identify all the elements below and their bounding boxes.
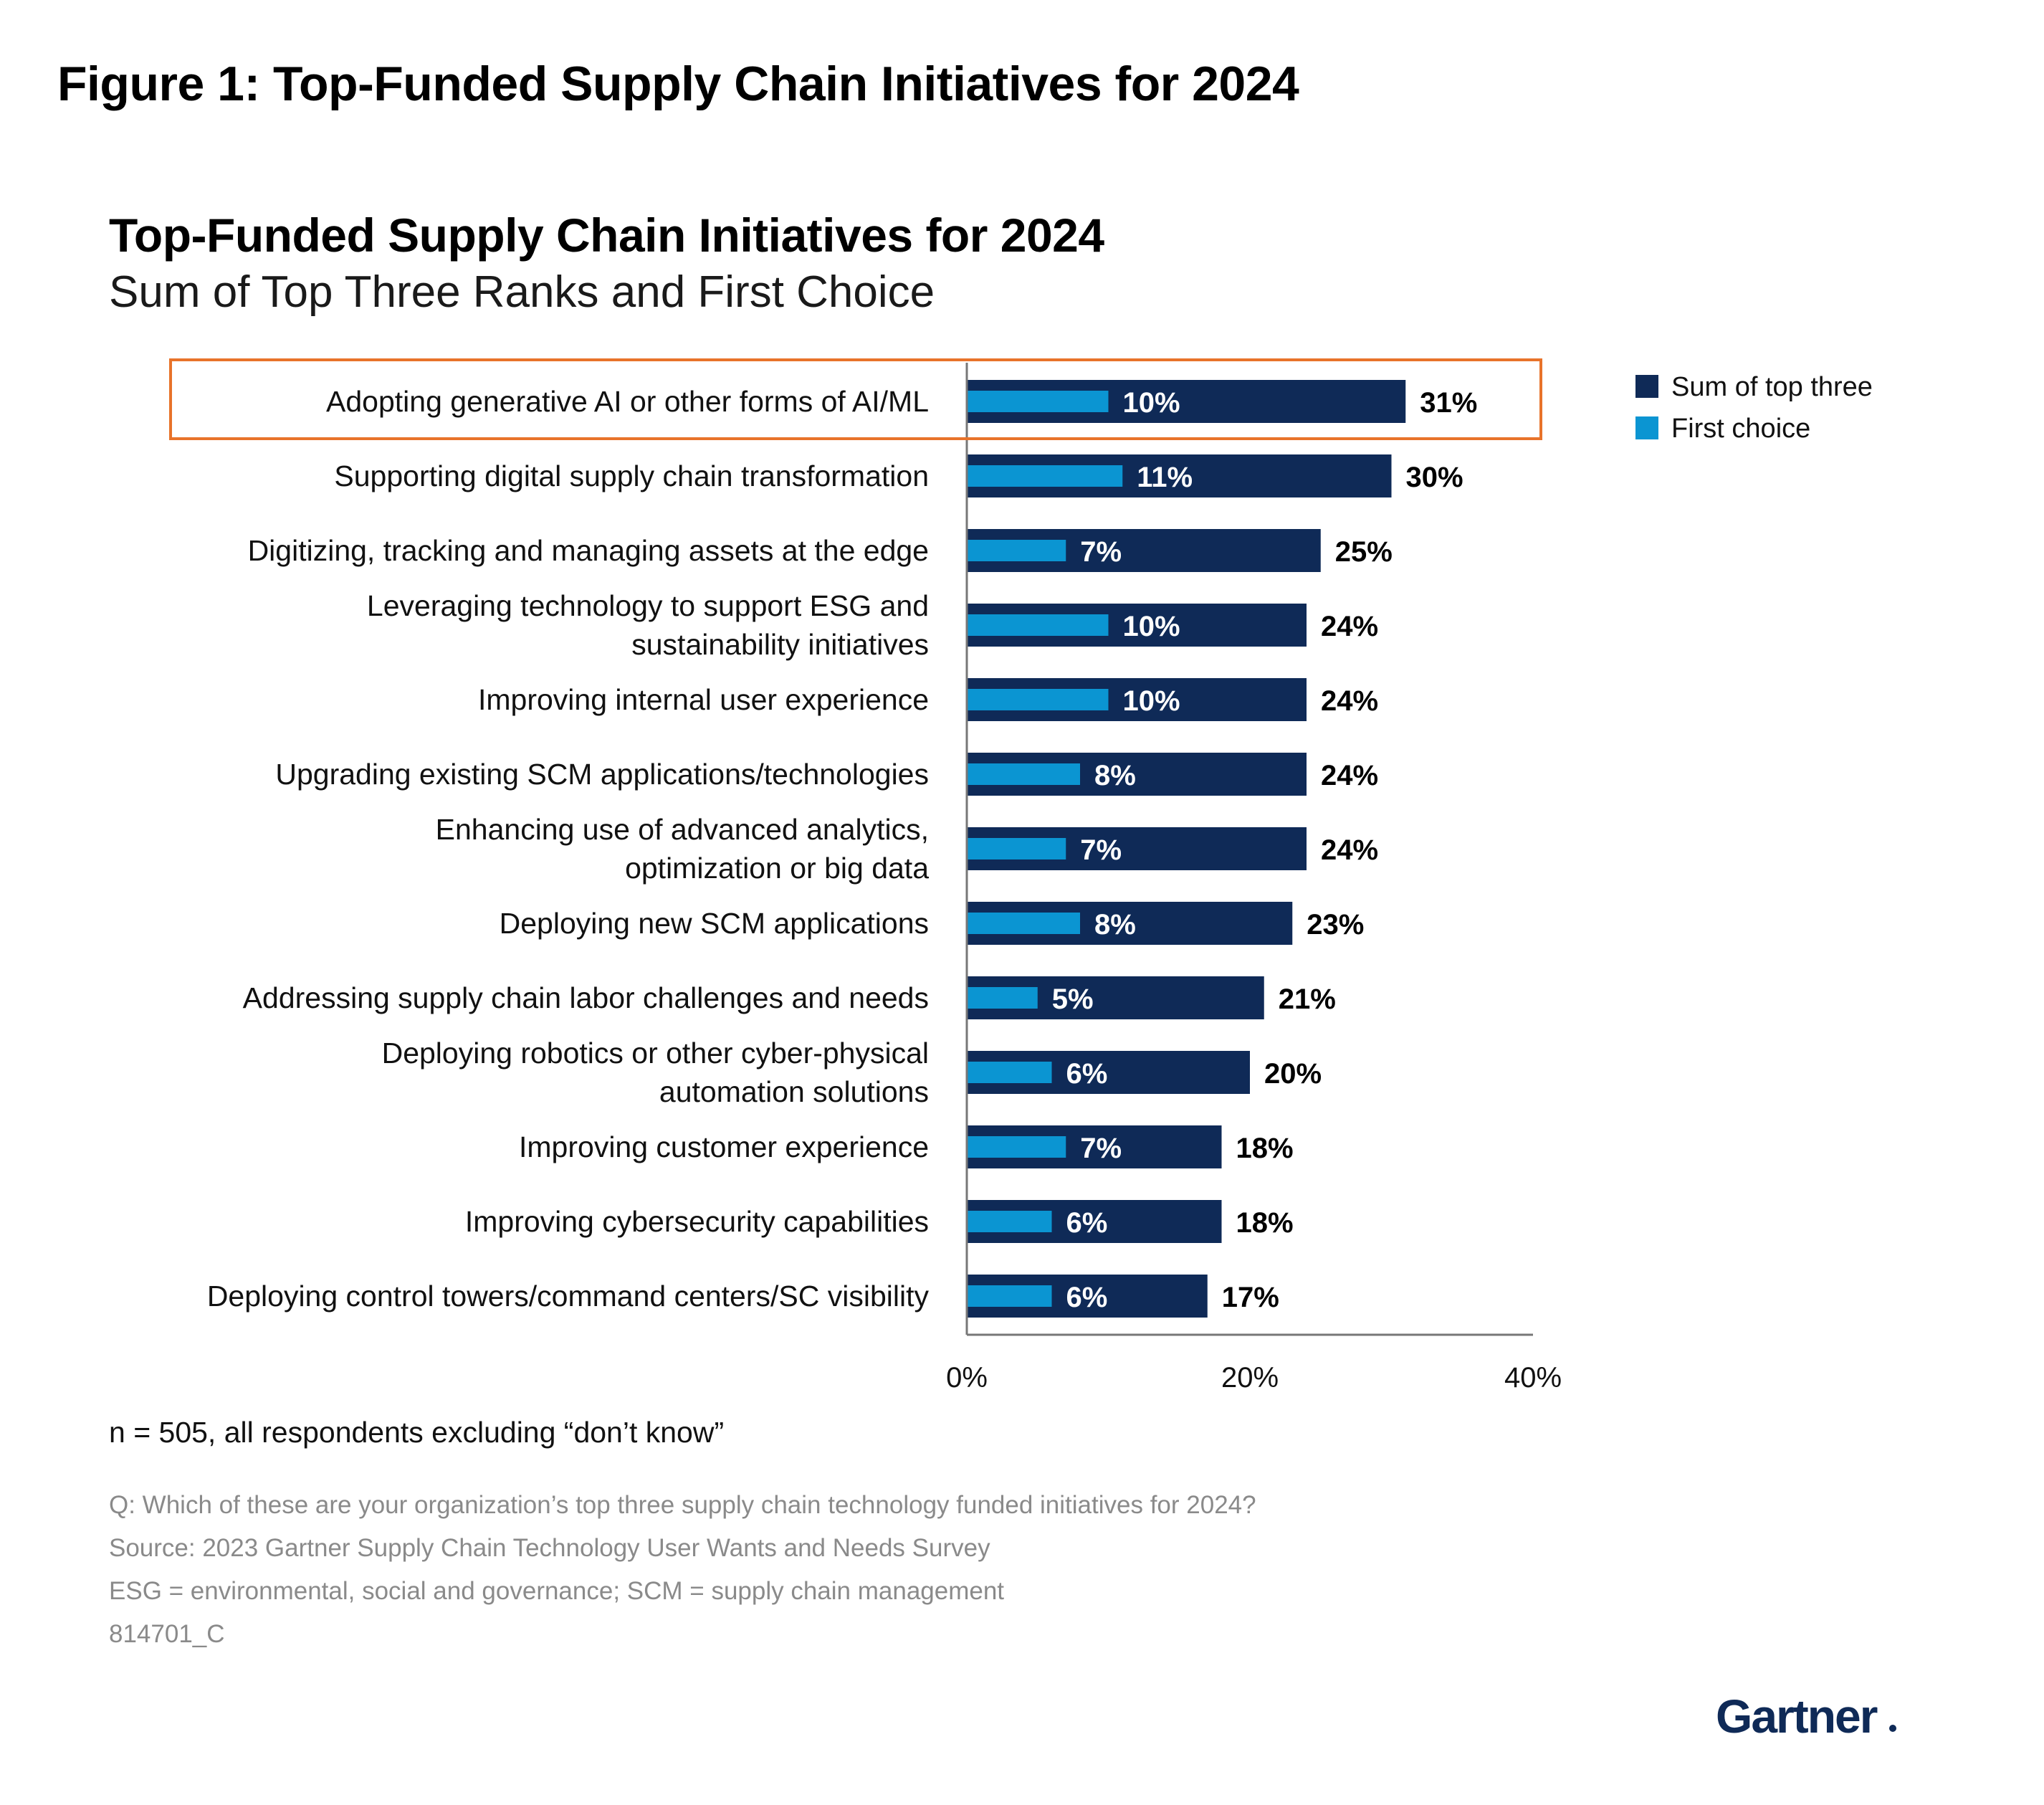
data-label-first-choice: 10%	[1123, 387, 1180, 419]
category-label: Improving cybersecurity capabilities	[465, 1205, 929, 1238]
legend: Sum of top three First choice	[1635, 373, 1873, 456]
data-label-sum-of-top-three: 25%	[1335, 536, 1393, 568]
category-label: Digitizing, tracking and managing assets…	[248, 534, 929, 567]
bar-first-choice	[967, 540, 1066, 561]
legend-label-sum-of-top-three: Sum of top three	[1671, 372, 1873, 402]
data-label-sum-of-top-three: 18%	[1236, 1133, 1294, 1164]
footer-abbreviations: ESG = environmental, social and governan…	[109, 1577, 1005, 1605]
category-label: Adopting generative AI or other forms of…	[326, 385, 929, 418]
category-label: Deploying new SCM applications	[500, 907, 929, 940]
bar-first-choice	[967, 838, 1066, 859]
chart-title: Top-Funded Supply Chain Initiatives for …	[109, 209, 1104, 262]
data-label-sum-of-top-three: 24%	[1321, 760, 1378, 791]
data-label-sum-of-top-three: 21%	[1279, 984, 1336, 1015]
category-label: Improving internal user experience	[478, 683, 929, 716]
sample-note: n = 505, all respondents excluding “don’…	[109, 1416, 725, 1449]
data-label-sum-of-top-three: 20%	[1264, 1058, 1322, 1090]
category-label-line: Deploying robotics or other cyber-physic…	[382, 1037, 929, 1070]
data-label-first-choice: 6%	[1066, 1207, 1108, 1239]
x-tick-label: 0%	[946, 1362, 988, 1394]
x-tick-label: 40%	[1504, 1362, 1562, 1394]
data-label-first-choice: 8%	[1094, 760, 1136, 791]
data-label-first-choice: 7%	[1080, 1133, 1122, 1164]
category-label: Upgrading existing SCM applications/tech…	[275, 758, 929, 791]
category-label-line: automation solutions	[659, 1075, 929, 1108]
bar-first-choice	[967, 987, 1038, 1009]
data-label-sum-of-top-three: 18%	[1236, 1207, 1294, 1239]
bar-first-choice	[967, 1285, 1052, 1307]
bar-first-choice	[967, 1211, 1052, 1232]
bar-first-choice	[967, 1136, 1066, 1158]
chart-subtitle: Sum of Top Three Ranks and First Choice	[109, 267, 935, 317]
data-label-first-choice: 6%	[1066, 1282, 1108, 1313]
legend-item-sum-of-top-three: Sum of top three	[1635, 373, 1873, 401]
data-label-sum-of-top-three: 24%	[1321, 685, 1378, 717]
data-label-sum-of-top-three: 30%	[1406, 462, 1463, 493]
data-label-sum-of-top-three: 17%	[1222, 1282, 1279, 1313]
category-label: Leveraging technology to support ESG and…	[367, 589, 929, 661]
footer-id: 814701_C	[109, 1620, 225, 1648]
bar-first-choice	[967, 465, 1123, 487]
bar-first-choice	[967, 391, 1109, 412]
bar-first-choice	[967, 689, 1109, 710]
gartner-logo: Gartner	[1716, 1690, 1878, 1743]
category-label-line: sustainability initiatives	[631, 628, 929, 661]
category-label: Improving customer experience	[519, 1130, 929, 1163]
data-label-first-choice: 7%	[1080, 536, 1122, 568]
figure-title: Figure 1: Top-Funded Supply Chain Initia…	[57, 57, 1299, 111]
logo-dot-icon	[1889, 1725, 1896, 1732]
legend-label-first-choice: First choice	[1671, 414, 1811, 444]
legend-swatch-dark	[1635, 375, 1658, 398]
footer-question: Q: Which of these are your organization’…	[109, 1491, 1256, 1519]
data-label-first-choice: 8%	[1094, 909, 1136, 940]
data-label-sum-of-top-three: 24%	[1321, 834, 1378, 866]
data-label-first-choice: 7%	[1080, 834, 1122, 866]
bar-first-choice	[967, 614, 1109, 636]
category-label: Deploying robotics or other cyber-physic…	[382, 1037, 929, 1108]
legend-swatch-light	[1635, 416, 1658, 439]
category-label-line: optimization or big data	[625, 852, 929, 885]
data-label-sum-of-top-three: 24%	[1321, 611, 1378, 642]
category-label: Addressing supply chain labor challenges…	[243, 981, 929, 1014]
category-label: Enhancing use of advanced analytics, opti…	[436, 813, 930, 885]
category-label: Deploying control towers/command centers…	[207, 1280, 930, 1313]
x-tick-label: 20%	[1221, 1362, 1279, 1394]
footer-source: Source: 2023 Gartner Supply Chain Techno…	[109, 1534, 990, 1562]
legend-item-first-choice: First choice	[1635, 414, 1873, 443]
bar-first-choice	[967, 913, 1080, 934]
bar-first-choice	[967, 763, 1080, 785]
bar-first-choice	[967, 1062, 1052, 1083]
data-label-first-choice: 11%	[1137, 462, 1193, 493]
category-label-line: Leveraging technology to support ESG and	[367, 589, 929, 622]
category-label: Supporting digital supply chain transfor…	[334, 459, 929, 492]
data-label-sum-of-top-three: 31%	[1420, 387, 1477, 419]
highlight-box	[169, 358, 1542, 440]
data-label-first-choice: 10%	[1123, 611, 1180, 642]
data-label-first-choice: 5%	[1052, 984, 1094, 1015]
category-label-line: Enhancing use of advanced analytics,	[436, 813, 929, 846]
data-label-first-choice: 10%	[1123, 685, 1180, 717]
data-label-first-choice: 6%	[1066, 1058, 1108, 1090]
data-label-sum-of-top-three: 23%	[1307, 909, 1364, 940]
